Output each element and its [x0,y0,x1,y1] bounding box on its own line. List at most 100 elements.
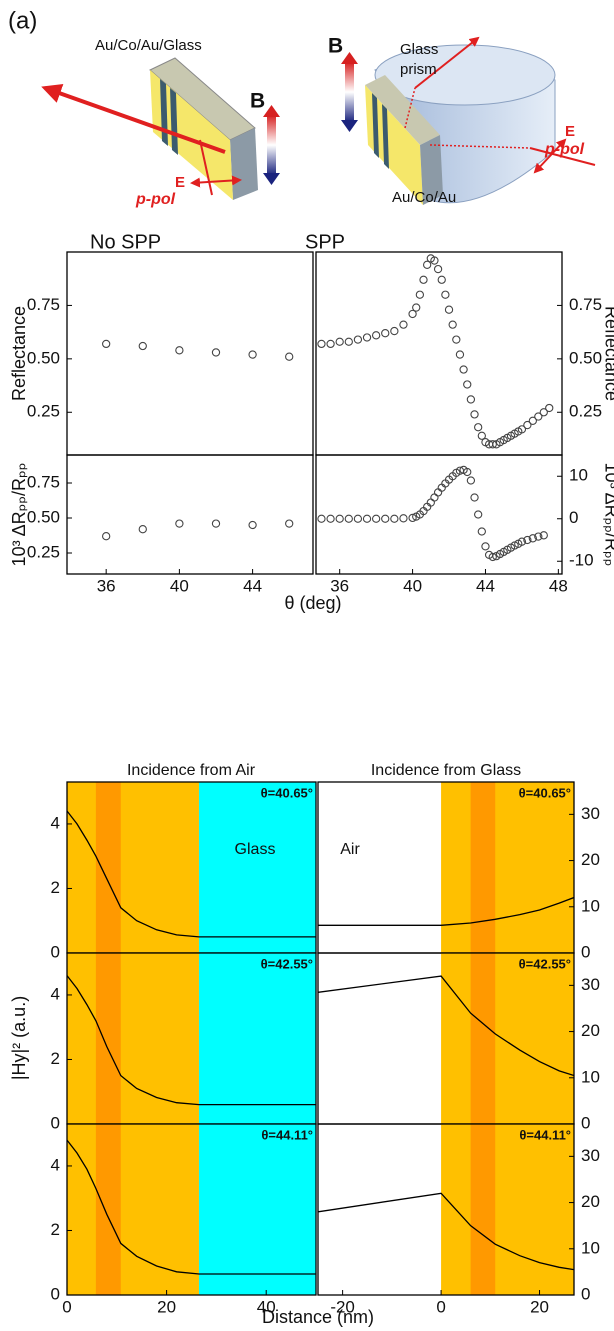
panel-title: Incidence from Air [127,762,256,779]
data-point [463,380,472,389]
plot-area [67,782,316,953]
data-point [545,403,554,413]
data-point [175,346,184,355]
field-label: B [250,90,265,113]
data-point [399,514,408,523]
data-point [248,520,257,530]
line [67,1139,316,1275]
polarization-label: p-pol [135,191,176,208]
data-point [415,290,425,299]
data-point [419,275,428,284]
layer-region [95,1124,121,1295]
x-tick-label: 0 [436,1297,445,1316]
panel-frame [66,1123,317,1296]
y-tick-label: 0.50 [569,348,602,367]
y-tick-label: 30 [581,804,600,823]
data-point [335,337,344,346]
panel: 0 10 20 30 θ=42.55° [317,952,600,1132]
y-axis-label: 10³ ΔRₚₚ/Rₚₚ [601,463,614,567]
data-point [317,339,326,349]
data-point [138,525,147,534]
y-tick-label: 20 [581,850,600,869]
layer-region [198,953,316,1124]
data-point [285,519,294,528]
data-point [539,531,548,540]
data-point [455,350,465,359]
y-tick-label: 0 [569,508,578,527]
right-schematic [341,36,596,205]
data-point [466,476,476,485]
data-point [523,420,532,430]
panel: 0.25 0.50 0.75 36 40 44 10³ ΔRₚₚ/Rₚₚ θ (deg) [9,454,342,613]
y-tick-label: 10 [581,896,600,915]
data-point [459,365,468,374]
y-tick-label: 30 [581,1146,600,1165]
data-point [344,337,353,346]
data-point [408,513,417,523]
x-tick-label: 36 [330,576,349,595]
x-tick-label: 40 [403,576,422,595]
polarization-label: p-pol [544,141,585,158]
data-point [175,519,184,528]
x-tick-label: 20 [157,1297,176,1316]
x-axis-label: Distance (nm) [262,1307,374,1327]
panel-title: No SPP [90,231,161,253]
data-point [138,341,147,351]
data-point [534,412,543,421]
data-point [317,514,326,523]
panel: 0.25 0.50 0.75 SPP Reflectance [305,231,614,456]
y-tick-label: 0.75 [27,295,60,314]
x-tick-label: 44 [243,576,262,595]
figure-label: (a) [8,7,37,34]
data-point [430,256,439,265]
data-point [488,440,497,449]
data-point [474,423,483,432]
y-tick-label: 0 [51,1113,60,1132]
plot-area [102,339,294,361]
y-tick-label: 10 [581,1067,600,1086]
angle-annotation: θ=42.55° [519,956,571,971]
panel: 0 2 4 Incidence from Air θ=40.65° Glass [51,762,317,961]
data-point [433,488,443,497]
layer-region [470,953,496,1124]
y-tick-label: 2 [51,878,60,897]
data-point [285,352,294,361]
y-tick-label: 4 [51,984,60,1003]
data-point [466,395,476,404]
data-point [463,467,472,477]
layer-region [198,782,316,953]
data-point [528,534,537,543]
data-point [474,510,483,519]
prism-label: prism [400,61,437,78]
data-point [248,350,257,359]
data-point [381,329,390,338]
y-tick-label: 0 [581,1113,590,1132]
x-tick-label: 36 [97,576,116,595]
region-label: Air [340,841,360,858]
panel-frame [66,454,314,575]
layer-region [198,1124,316,1295]
y-tick-label: 0.25 [569,402,602,421]
data-point [211,519,221,528]
data-point [470,493,479,502]
y-tick-label: 0.75 [27,472,60,491]
x-tick-label: -20 [330,1297,355,1316]
sample-label: Au/Co/Au [392,189,456,206]
plot-area [317,465,548,562]
layer-region [470,1124,496,1295]
y-tick-label: 0 [51,1284,60,1303]
data-point [353,335,363,344]
data-point [452,335,461,344]
angle-annotation: θ=40.65° [519,785,571,800]
data-point [412,303,421,312]
x-tick-label: 20 [530,1297,549,1316]
y-tick-label: 0 [581,1284,590,1303]
data-point [477,431,486,440]
y-tick-label: 0.25 [27,542,60,561]
plot-area [318,953,574,1124]
data-point [539,408,548,417]
x-tick-label: 0 [62,1297,71,1316]
layer-region [95,782,121,953]
y-tick-label: 0.25 [27,402,60,421]
